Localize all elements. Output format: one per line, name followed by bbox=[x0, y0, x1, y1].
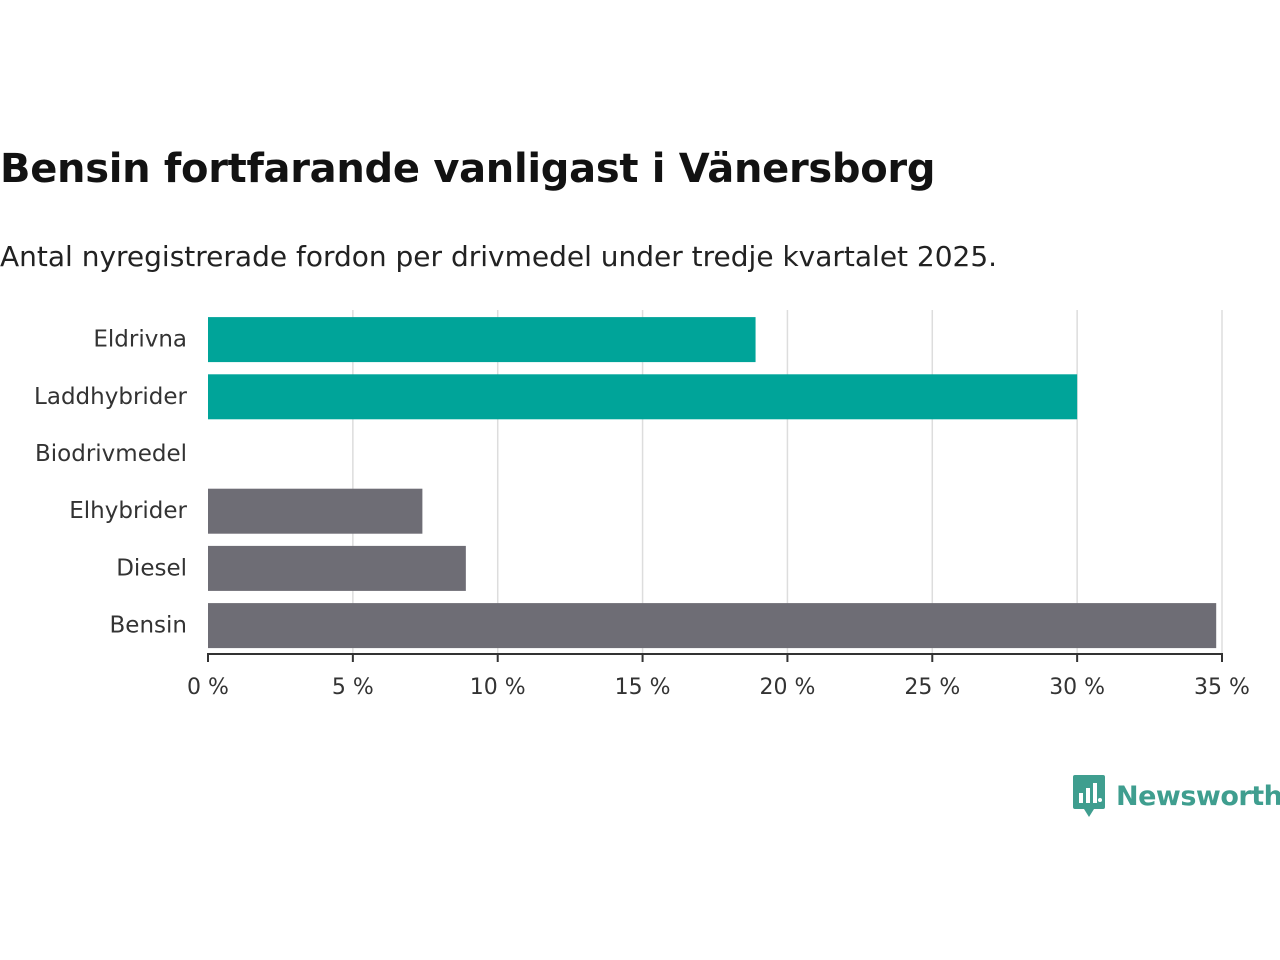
x-axis: 0 % 5 % 10 % 15 % 20 % 25 % 30 % 35 % bbox=[187, 653, 1250, 700]
category-label: Laddhybrider bbox=[34, 384, 187, 410]
x-tick-label: 10 % bbox=[470, 675, 526, 700]
x-tick-label: 30 % bbox=[1049, 675, 1105, 700]
category-label: Eldrivna bbox=[93, 327, 187, 353]
bars bbox=[208, 317, 1217, 649]
x-tick-label: 35 % bbox=[1194, 675, 1250, 700]
category-label: Elhybrider bbox=[69, 498, 187, 524]
bar-bensin bbox=[208, 603, 1217, 649]
x-tick-label: 0 % bbox=[187, 675, 229, 700]
brand-name: Newsworthy bbox=[1116, 780, 1280, 812]
x-tick-label: 25 % bbox=[904, 675, 960, 700]
bar-elhybrider bbox=[208, 488, 423, 534]
brand-logo: Newsworthy bbox=[1072, 774, 1280, 818]
x-tick-label: 5 % bbox=[332, 675, 374, 700]
x-tick-label: 15 % bbox=[615, 675, 671, 700]
x-tick-label: 20 % bbox=[759, 675, 815, 700]
newsworthy-logo-icon bbox=[1073, 775, 1105, 817]
category-label: Bensin bbox=[110, 613, 187, 639]
chart-title: Bensin fortfarande vanligast i Vänersbor… bbox=[0, 146, 936, 192]
category-label: Biodrivmedel bbox=[35, 441, 187, 467]
bar-diesel bbox=[208, 545, 466, 591]
category-labels: Eldrivna Laddhybrider Biodrivmedel Elhybrid… bbox=[34, 327, 187, 639]
bar-laddhybrider bbox=[208, 374, 1078, 420]
chart-subtitle: Antal nyregistrerade fordon per drivmede… bbox=[0, 240, 998, 273]
gridlines bbox=[352, 310, 1223, 655]
bar-eldrivna bbox=[208, 317, 756, 363]
category-label: Diesel bbox=[116, 555, 187, 581]
